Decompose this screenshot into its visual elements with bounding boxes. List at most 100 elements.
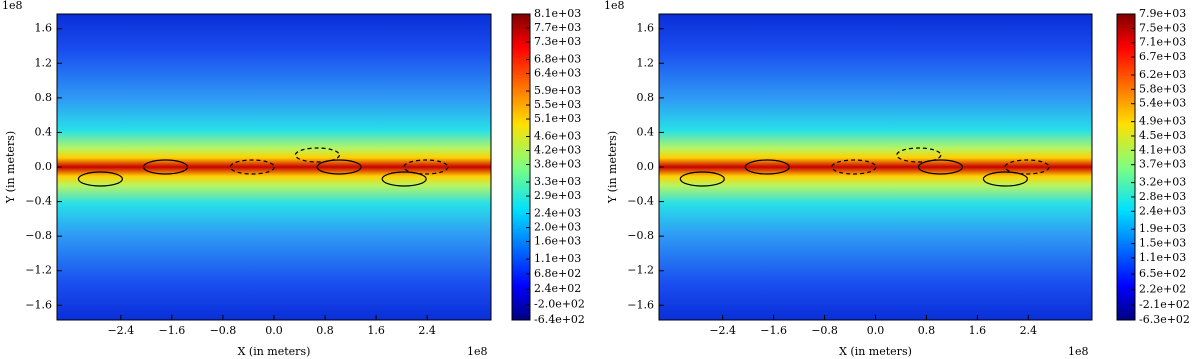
colorbar-tick-label: 2.4e+03	[534, 207, 581, 220]
x-tick-label: 1.6	[969, 324, 987, 337]
x-tick-label: −1.6	[159, 324, 186, 337]
colorbar-tick-label: 7.9e+03	[1139, 7, 1186, 20]
x-tick-label: 2.4	[1020, 324, 1038, 337]
colorbar-tick-label: 1.1e+03	[534, 252, 581, 265]
contour-line	[1004, 159, 1050, 175]
contour-line	[403, 159, 449, 175]
y-tick-label: −1.6	[627, 298, 654, 311]
colorbar-tick-label: 5.8e+03	[1139, 82, 1186, 95]
x-tick-label: −1.6	[760, 324, 787, 337]
colorbar-tick-label: 2.4e+03	[1139, 204, 1186, 217]
colorbar-tick-label: 4.9e+03	[1139, 115, 1186, 128]
contour-line	[294, 147, 340, 163]
contour-line	[229, 159, 275, 175]
colorbar-tick-label: 4.5e+03	[1139, 129, 1186, 142]
x-tick-label: −2.4	[107, 324, 134, 337]
x-tick-label: −0.8	[811, 324, 838, 337]
contour-line	[316, 159, 362, 175]
y-tick-label: −1.2	[627, 264, 654, 277]
y-tick-label: 1.6	[35, 22, 53, 35]
y-tick-label: 0.0	[637, 160, 655, 173]
x-tick-label: 0.8	[918, 324, 936, 337]
y-tick-label: 0.8	[35, 91, 53, 104]
plot: −2.4 −1.6 −0.8 0.0 0.8 1.6 2.4 −1.6 −1.2 −0.8 −0.4…	[2, 0, 585, 358]
y-tick-label: −1.2	[25, 264, 52, 277]
x-offset-label: 1e8	[467, 345, 488, 358]
x-tick-label: 1.6	[367, 324, 385, 337]
colorbar-tick-label: -2.0e+02	[534, 298, 585, 311]
colorbar-tick-label: 3.3e+03	[534, 175, 581, 188]
contour-line	[77, 171, 124, 187]
colorbar-tick-label: -6.4e+02	[534, 313, 585, 326]
y-offset-label: 1e8	[2, 0, 23, 12]
colorbar-tick-label: 6.2e+03	[1139, 68, 1186, 81]
colorbar-tick-label: -2.1e+02	[1139, 298, 1190, 311]
contour-line	[982, 171, 1029, 187]
y-tick-label: −0.4	[25, 195, 52, 208]
contour-line	[896, 147, 942, 163]
y-tick-label: −0.8	[627, 229, 654, 242]
colorbar-tick-label: 4.1e+03	[1139, 143, 1186, 156]
colorbar-tick-label: 7.3e+03	[534, 35, 581, 48]
y-tick-label: −0.8	[25, 229, 52, 242]
x-tick-label: 2.4	[418, 324, 436, 337]
y-tick-label: 1.2	[35, 56, 53, 69]
y-tick-label: 0.4	[35, 125, 53, 138]
x-axis-label: X (in meters)	[238, 345, 311, 358]
y-axis-label: Y (in meters)	[4, 131, 17, 204]
y-tick-label: −1.6	[25, 298, 52, 311]
y-offset-label: 1e8	[604, 0, 625, 12]
colorbar-tick-label: 1.1e+03	[1139, 251, 1186, 264]
colorbar-tick-label: 4.2e+03	[534, 144, 581, 157]
colorbar-tick-label: 8.1e+03	[534, 7, 581, 20]
x-offset-label: 1e8	[1068, 345, 1089, 358]
contour-line	[679, 171, 725, 187]
colorbar-tick-label: 6.8e+03	[534, 53, 581, 66]
colorbar-tick-label: 5.1e+03	[534, 112, 581, 125]
contour-line	[917, 159, 964, 175]
plot: −2.4 −1.6 −0.8 0.0 0.8 1.6 2.4 −1.6 −1.2 −0.8 −0.4…	[604, 0, 1190, 358]
colorbar	[511, 13, 531, 321]
colorbar-tick-label: 2.8e+03	[1139, 190, 1186, 203]
colorbar-tick-label: 3.7e+03	[1139, 158, 1186, 171]
y-tick-label: 0.0	[35, 160, 53, 173]
colorbar-tick-label: 6.7e+03	[1139, 50, 1186, 63]
colorbar-tick-label: 3.2e+03	[1139, 176, 1186, 189]
colorbar-tick-label: 6.4e+03	[534, 67, 581, 80]
colorbar-tick-label: 2.2e+02	[1139, 283, 1186, 296]
colorbar-tick-label: 4.6e+03	[534, 130, 581, 143]
contour-line	[142, 159, 189, 175]
x-tick-label: −0.8	[210, 324, 237, 337]
y-tick-label: −0.4	[627, 195, 654, 208]
colorbar-tick-label: 2.0e+03	[534, 221, 581, 234]
colorbar-tick-label: 7.1e+03	[1139, 36, 1186, 49]
colorbar-tick-label: 7.7e+03	[534, 21, 581, 34]
colorbar-tick-label: 6.8e+02	[534, 267, 581, 280]
colorbar-tick-label: 1.9e+03	[1139, 222, 1186, 235]
y-tick-label: 1.6	[637, 22, 655, 35]
colorbar-tick-label: 2.9e+03	[534, 189, 581, 202]
contour-line	[831, 159, 877, 175]
colorbar-tick-label: 7.5e+03	[1139, 21, 1186, 34]
colorbar-tick-label: 5.4e+03	[1139, 97, 1186, 110]
x-tick-label: 0.0	[867, 324, 885, 337]
y-tick-label: 0.8	[637, 91, 655, 104]
colorbar-tick-label: 2.4e+02	[534, 282, 581, 295]
x-axis-label: X (in meters)	[839, 345, 912, 358]
x-tick-label: −2.4	[709, 324, 736, 337]
contour-line	[744, 159, 790, 175]
colorbar-tick-label: 1.6e+03	[534, 235, 581, 248]
colorbar-tick-label: 1.5e+03	[1139, 237, 1186, 250]
y-tick-label: 0.4	[637, 125, 655, 138]
colorbar-tick-label: 3.8e+03	[534, 158, 581, 171]
colorbar-tick-label: 6.5e+02	[1139, 267, 1186, 280]
colorbar	[1116, 13, 1136, 321]
y-axis-label: Y (in meters)	[606, 131, 619, 204]
x-tick-label: 0.0	[265, 324, 283, 337]
colorbar-tick-label: 5.9e+03	[534, 84, 581, 97]
contour-line	[381, 171, 427, 187]
x-tick-label: 0.8	[316, 324, 334, 337]
y-tick-label: 1.2	[637, 56, 655, 69]
colorbar-tick-label: -6.3e+02	[1139, 313, 1190, 326]
